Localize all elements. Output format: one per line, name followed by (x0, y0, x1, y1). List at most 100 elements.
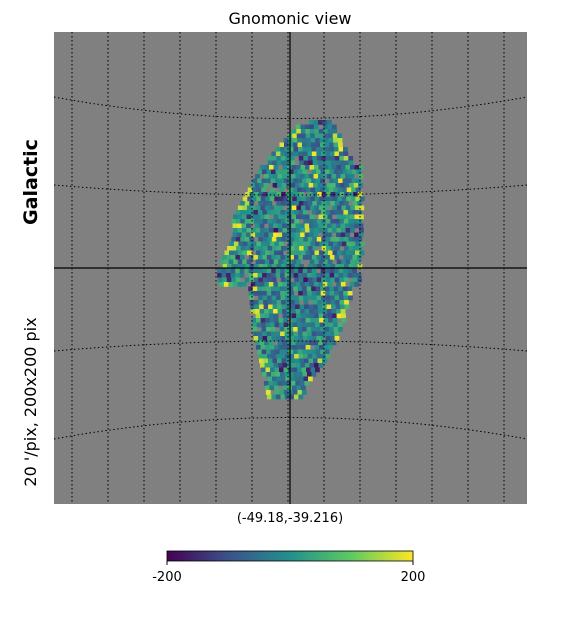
sky-pixel (300, 214, 306, 220)
sky-pixel (324, 138, 329, 143)
sky-pixel (289, 156, 295, 161)
sky-pixel (345, 205, 351, 211)
sky-pixel (269, 259, 274, 265)
sky-pixel (277, 232, 283, 238)
sky-pixel (275, 210, 281, 215)
sky-pixel (334, 268, 339, 274)
sky-pixel (281, 183, 287, 188)
sky-pixel (321, 300, 327, 305)
sky-pixel (258, 336, 263, 341)
sky-pixel (254, 304, 260, 310)
sky-pixel (309, 165, 315, 170)
sky-pixel (311, 151, 317, 157)
sky-pixel (311, 349, 316, 355)
sky-pixel (323, 165, 328, 170)
sky-pixel (280, 295, 286, 301)
sky-pixel (329, 147, 335, 152)
sky-pixel (300, 363, 306, 368)
sky-pixel (345, 259, 351, 265)
sky-pixel (263, 264, 268, 269)
sky-pixel (325, 273, 330, 278)
sky-pixel (233, 241, 239, 247)
sky-pixel (293, 255, 299, 260)
sky-pixel (276, 219, 282, 224)
sky-pixel (319, 241, 325, 247)
sky-pixel (327, 124, 333, 130)
sky-pixel (269, 250, 275, 256)
sky-pixel (268, 282, 274, 287)
sky-pixel (319, 138, 325, 143)
sky-pixel (271, 268, 276, 274)
sky-pixel (289, 372, 294, 377)
sky-pixel (311, 268, 317, 274)
sky-pixel (311, 331, 317, 337)
sky-pixel (294, 376, 300, 382)
sky-pixel (333, 327, 339, 332)
sky-pixel (242, 196, 248, 202)
sky-pixel (354, 165, 360, 170)
sky-pixel (296, 205, 302, 211)
sky-pixel (307, 336, 313, 341)
sky-pixel (311, 210, 317, 215)
sky-pixel (336, 228, 342, 233)
sky-pixel (295, 304, 300, 310)
sky-pixel (241, 282, 247, 287)
sky-pixel (276, 192, 282, 197)
sky-pixel (235, 210, 241, 215)
sky-pixel (271, 210, 277, 215)
sky-pixel (330, 246, 336, 251)
sky-pixel (327, 174, 332, 179)
sky-pixel (300, 205, 306, 211)
sky-pixel (280, 169, 285, 175)
sky-pixel (296, 133, 302, 139)
sky-pixel (257, 331, 263, 337)
sky-pixel (285, 277, 291, 283)
sky-pixel (264, 313, 270, 319)
sky-pixel (311, 142, 316, 148)
sky-pixel (327, 214, 333, 220)
sky-pixel (268, 358, 273, 364)
sky-pixel (341, 196, 347, 202)
sky-pixel (292, 250, 297, 256)
sky-pixel (357, 192, 363, 197)
sky-pixel (299, 376, 304, 382)
sky-pixel (294, 277, 300, 283)
sky-pixel (272, 358, 278, 364)
sky-pixel (240, 246, 246, 251)
sky-pixel (304, 282, 310, 287)
sky-pixel (352, 219, 358, 224)
sky-pixel (307, 219, 313, 224)
sky-pixel (288, 286, 294, 292)
sky-pixel (321, 237, 327, 242)
sky-pixel (301, 133, 306, 139)
sky-pixel (231, 237, 237, 242)
sky-pixel (314, 228, 319, 233)
sky-pixel (286, 381, 292, 386)
sky-pixel (264, 340, 269, 346)
sky-pixel (359, 241, 365, 247)
sky-pixel (284, 169, 290, 175)
sky-pixel (240, 201, 246, 206)
sky-pixel (316, 277, 322, 283)
sky-pixel (280, 336, 286, 341)
sky-pixel (219, 259, 225, 265)
sky-pixel (250, 282, 256, 287)
sky-pixel (281, 304, 287, 310)
sky-pixel (320, 142, 325, 148)
sky-pixel (281, 192, 286, 197)
sky-pixel (279, 142, 285, 148)
sky-pixel (320, 331, 326, 337)
sky-pixel (355, 250, 360, 256)
sky-pixel (280, 255, 286, 260)
sky-pixel (303, 277, 309, 283)
sky-pixel (323, 129, 329, 134)
sky-pixel (307, 273, 312, 278)
sky-pixel (264, 282, 270, 287)
sky-pixel (332, 133, 338, 139)
sky-pixel (311, 178, 316, 184)
sky-pixel (323, 228, 328, 233)
sky-pixel (305, 345, 311, 350)
sky-pixel (271, 336, 277, 341)
sky-pixel (306, 142, 312, 148)
sky-pixel (274, 241, 280, 247)
